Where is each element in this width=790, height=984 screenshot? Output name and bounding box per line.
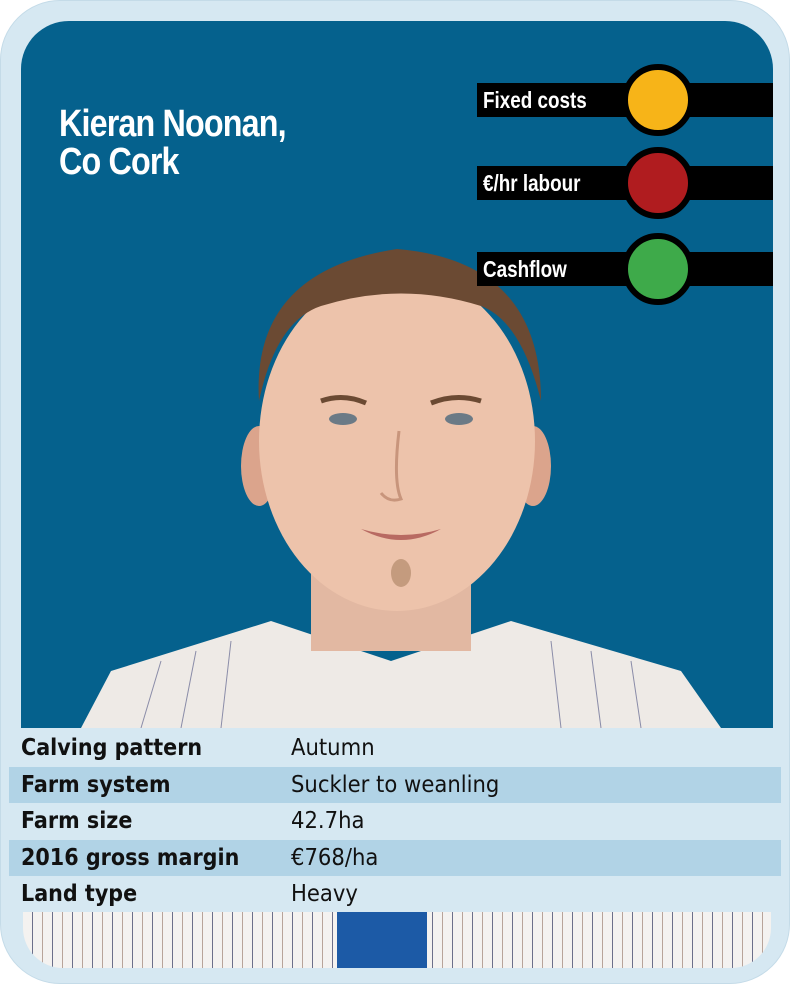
details-table: Calving pattern Autumn Farm system Suckler… bbox=[1, 730, 789, 913]
table-row: 2016 gross margin €768/ha bbox=[9, 839, 781, 876]
farmer-name: Kieran Noonan, Co Cork bbox=[59, 103, 287, 183]
farmer-photo bbox=[81, 249, 721, 728]
row-label: Land type bbox=[21, 881, 138, 907]
row-value: Suckler to weanling bbox=[291, 771, 500, 798]
name-line: Kieran Noonan, bbox=[59, 103, 287, 145]
shirt-photo-strip bbox=[23, 912, 771, 968]
indicator-label: Cashflow bbox=[483, 256, 567, 282]
indicator-labour: €/hr labour bbox=[477, 147, 773, 219]
row-value: Heavy bbox=[291, 881, 358, 907]
red-status-icon bbox=[622, 147, 694, 219]
table-row: Farm size 42.7ha bbox=[1, 803, 789, 840]
tie bbox=[337, 912, 427, 968]
row-value: Autumn bbox=[291, 735, 375, 761]
indicator-label: Fixed costs bbox=[483, 87, 587, 113]
location-line: Co Cork bbox=[59, 141, 180, 183]
row-label: Farm system bbox=[21, 771, 171, 798]
row-value: €768/ha bbox=[291, 844, 379, 871]
photo-panel: Kieran Noonan, Co Cork bbox=[21, 21, 773, 728]
green-status-icon bbox=[622, 233, 694, 305]
table-row: Land type Heavy bbox=[1, 876, 789, 913]
indicator-cashflow: Cashflow bbox=[477, 233, 773, 305]
row-label: 2016 gross margin bbox=[21, 844, 240, 871]
indicator-fixed-costs: Fixed costs bbox=[477, 64, 773, 136]
indicator-label: €/hr labour bbox=[483, 170, 581, 196]
amber-status-icon bbox=[622, 64, 694, 136]
row-label: Calving pattern bbox=[21, 735, 203, 761]
table-row: Calving pattern Autumn bbox=[1, 730, 789, 767]
row-value: 42.7ha bbox=[291, 808, 365, 834]
row-label: Farm size bbox=[21, 808, 133, 834]
table-row: Farm system Suckler to weanling bbox=[9, 766, 781, 803]
